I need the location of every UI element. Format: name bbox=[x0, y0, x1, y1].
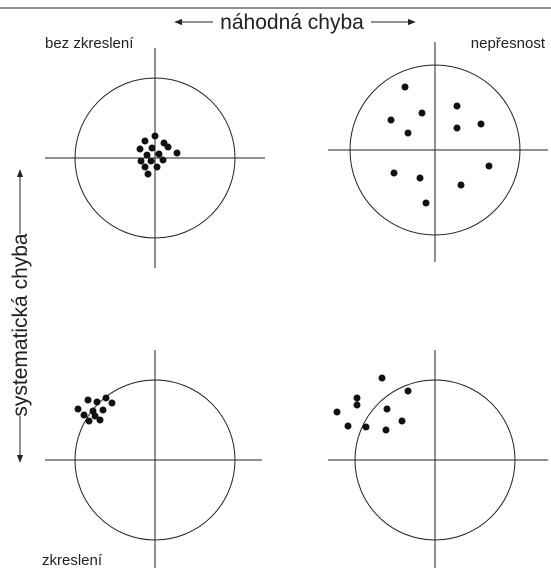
target bbox=[328, 42, 548, 262]
top-label: náhodná chyba bbox=[220, 11, 364, 34]
target bbox=[45, 350, 262, 568]
side-label: systematická chyba bbox=[9, 233, 32, 417]
quadrant-label: bez zkreslení bbox=[45, 35, 134, 52]
quadrant-label: nepřesnost bbox=[471, 35, 546, 52]
target bbox=[328, 350, 548, 568]
quadrant-label: zkreslení bbox=[42, 552, 103, 569]
target bbox=[45, 48, 265, 268]
